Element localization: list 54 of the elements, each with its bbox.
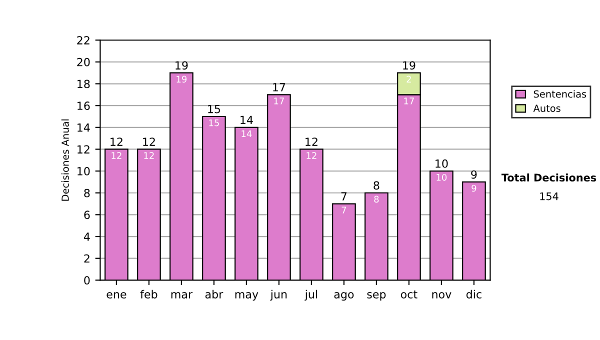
x-tick-label: feb [140,290,158,298]
y-tick-label: 20 [77,58,90,66]
y-tick-label: 2 [84,254,90,263]
y-axis-title: Decisiones Anual [61,119,69,201]
data-label: 12 [112,152,122,159]
data-label: 14 [242,130,252,137]
total-label: 10 [436,159,448,168]
data-label: 17 [404,98,414,104]
x-tick-label: ago [334,292,354,301]
x-tick-label: dic [466,290,482,298]
x-tick-label: sep [367,292,386,301]
x-tick-label: nov [432,292,452,298]
total-label: 15 [208,104,220,114]
data-label: 12 [306,152,316,159]
x-tick-label: oct [400,290,418,298]
data-label: 15 [209,120,219,126]
x-tick-label: jun [270,290,287,301]
y-tick-label: 0 [84,276,90,285]
data-label: 7 [342,206,346,214]
y-tick-label: 16 [78,102,90,110]
data-label: 9 [472,184,476,192]
x-tick-label: jul [304,290,318,301]
y-tick-label: 8 [84,188,90,198]
y-tick-label: 10 [78,167,90,176]
data-label: 2 [406,76,411,82]
x-tick-label: mar [171,292,193,298]
legend-label: Sentencias [534,90,586,98]
x-tick-label: abr [205,290,224,298]
total-label: 12 [110,138,122,146]
x-tick-label: ene [106,292,126,298]
data-label: 19 [176,76,187,83]
text: 154 [540,192,558,200]
data-label: 10 [436,174,447,181]
total-label: 17 [273,83,286,92]
total-label: 19 [403,61,416,70]
total-label: 12 [306,138,318,146]
data-label: 12 [144,152,154,159]
data-label: 8 [374,196,379,203]
total-label: 8 [374,181,380,190]
total-label: 19 [176,61,188,70]
total-label: 14 [240,116,253,124]
data-label: 17 [274,98,284,104]
y-tick-label: 14 [78,124,90,132]
total-label: 9 [471,170,477,179]
x-tick-label: may [235,292,258,301]
y-tick-label: 6 [84,210,90,220]
y-tick-label: 12 [78,145,90,154]
legend-label: Autos [533,104,560,112]
total-label: 12 [143,138,155,146]
y-tick-label: 22 [77,36,90,44]
y-tick-label: 4 [84,232,90,241]
text: Total Decisiones [501,173,596,182]
total-label: 7 [341,192,347,200]
y-tick-label: 18 [78,80,90,88]
